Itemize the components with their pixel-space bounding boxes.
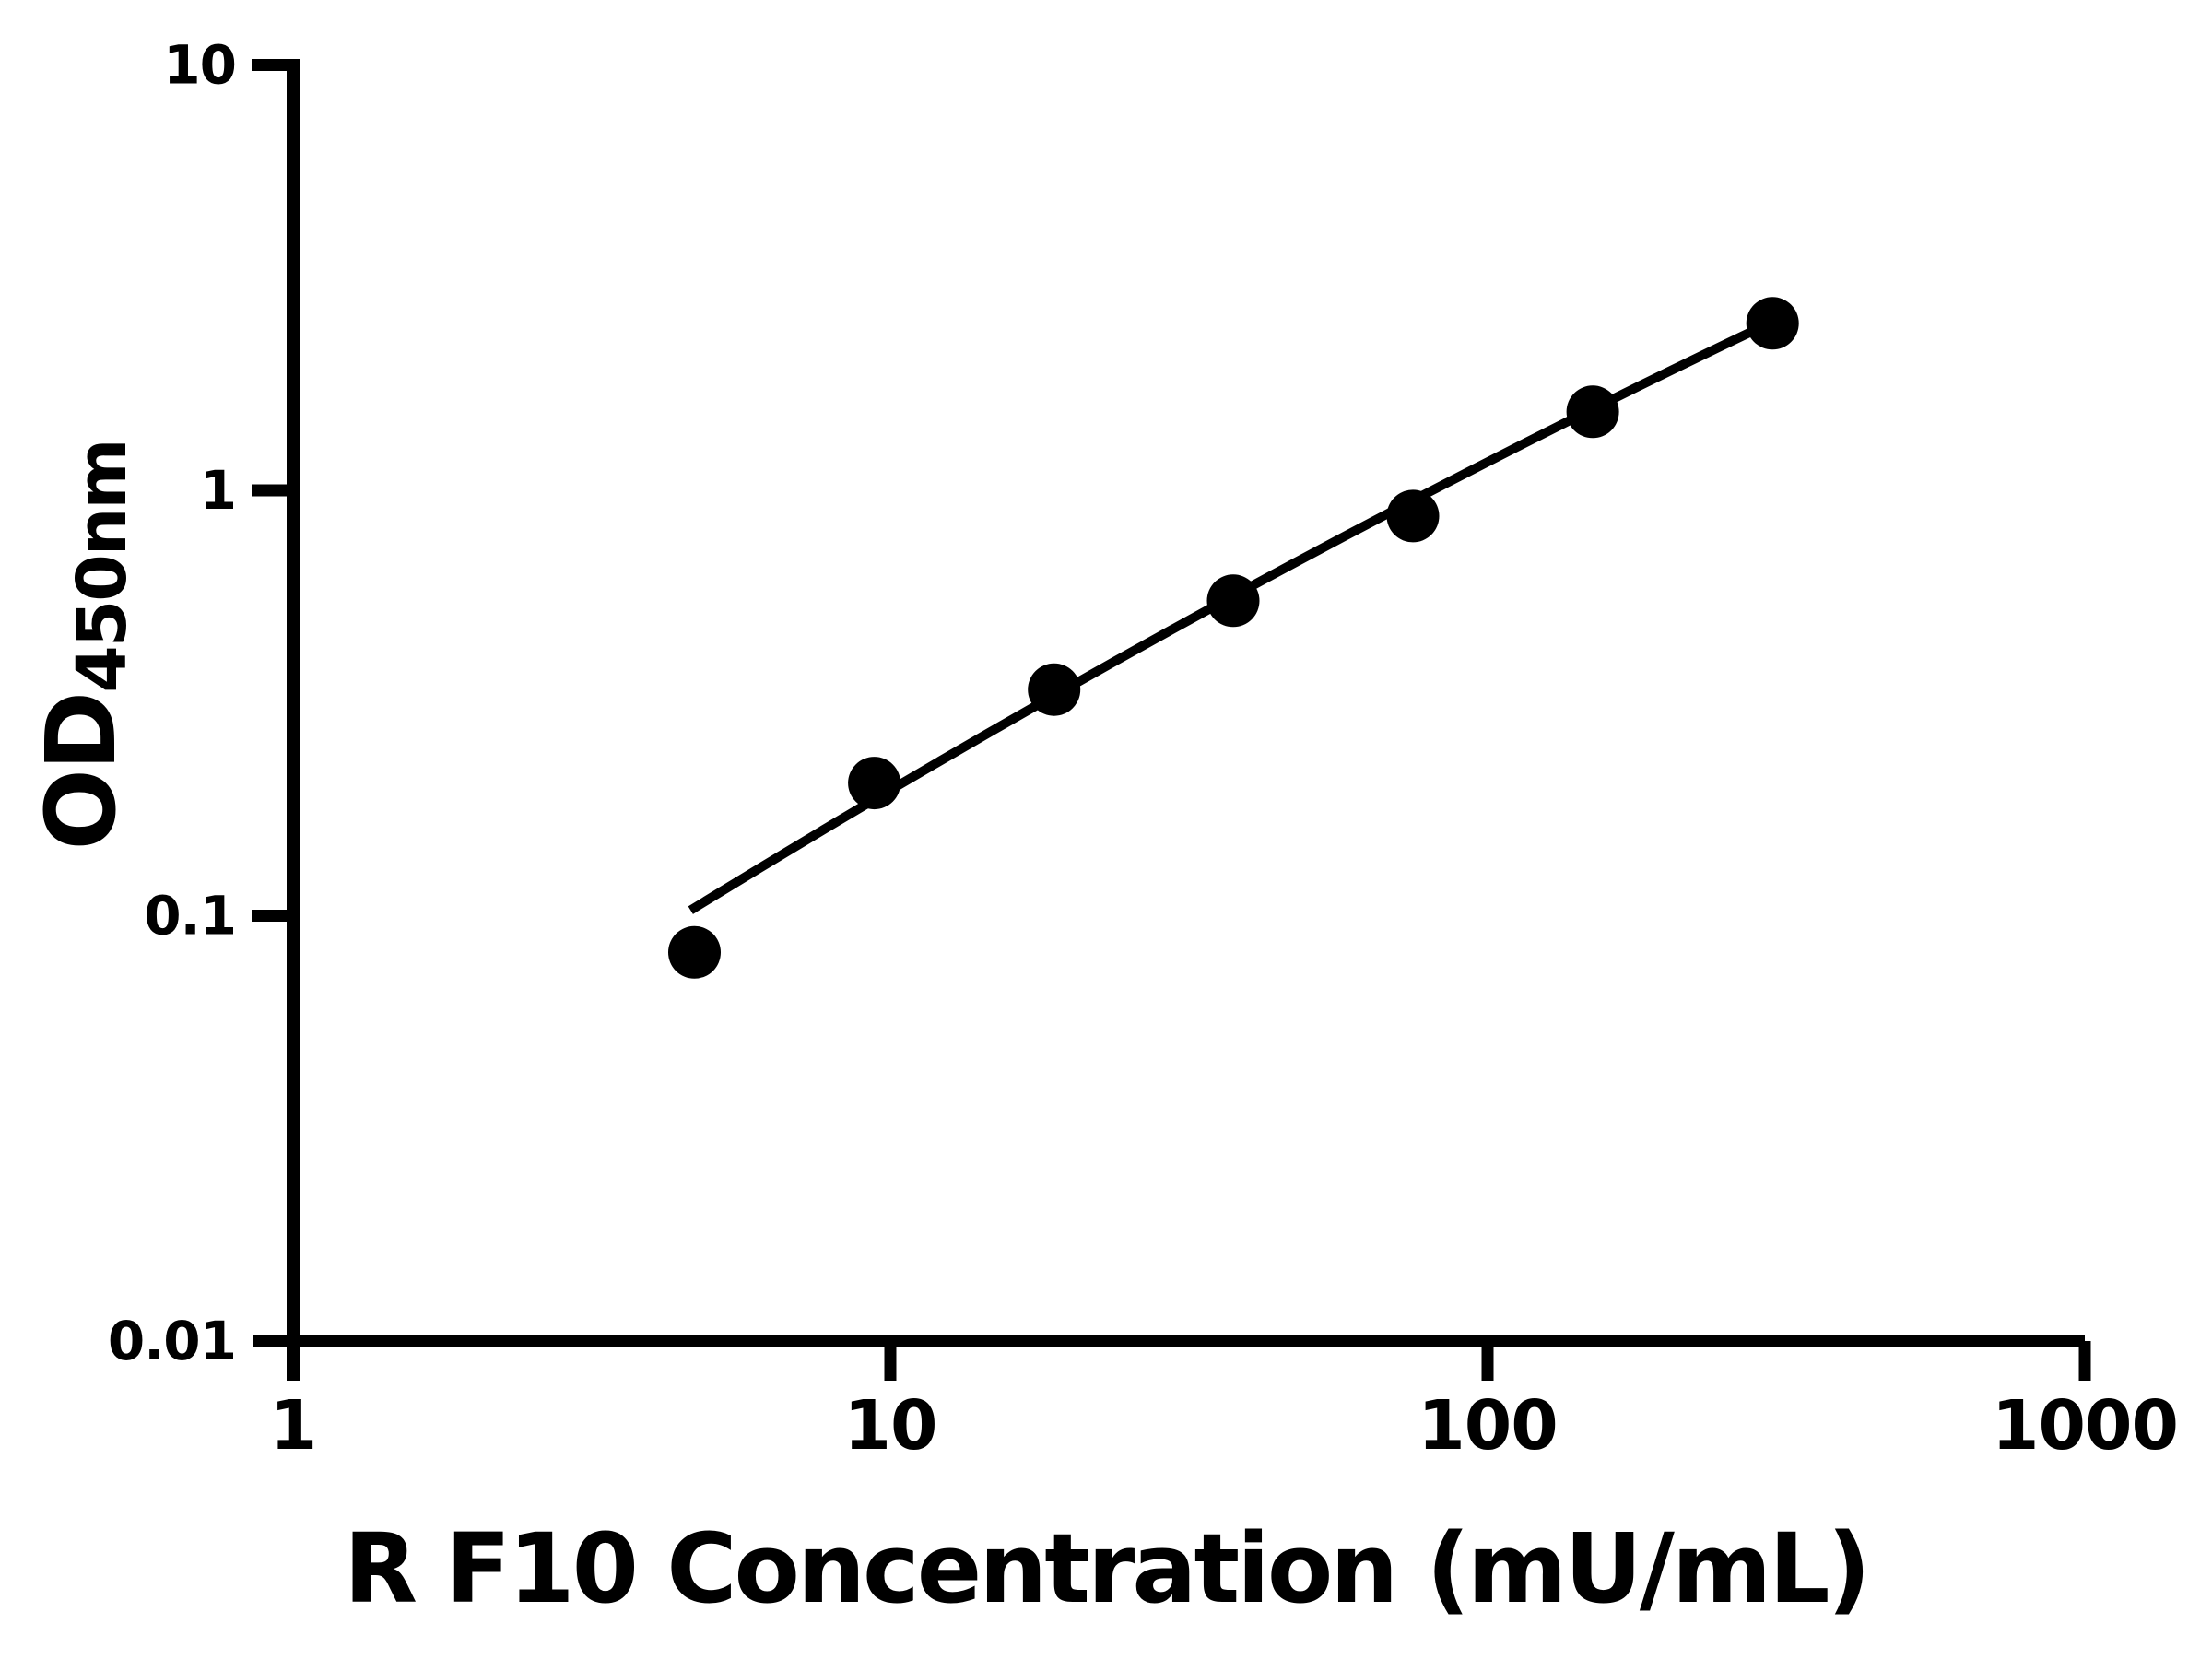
y-tick-label: 0.01 xyxy=(108,1310,236,1372)
data-point xyxy=(1386,489,1440,543)
x-tick-label: 1000 xyxy=(1992,1386,2178,1465)
x-tick-label: 1 xyxy=(270,1386,317,1465)
y-axis-title-base: OD xyxy=(25,692,137,851)
axes-layer xyxy=(252,59,2091,1381)
y-axis-title: OD450nm xyxy=(25,440,142,851)
y-tick-label: 10 xyxy=(163,34,236,97)
data-point xyxy=(848,757,901,810)
tick-labels-layer: 10 1 0.1 0.01 1 10 100 1000 xyxy=(108,34,2179,1466)
data-point xyxy=(1746,297,1799,350)
x-axis-title: R F10 Concentration (mU/mL) xyxy=(343,1512,1871,1625)
data-points-layer xyxy=(668,297,1799,979)
data-point xyxy=(1566,385,1619,439)
y-axis-title-subscript: 450nm xyxy=(63,440,142,693)
x-tick-label: 10 xyxy=(844,1386,937,1465)
data-point xyxy=(1028,663,1081,716)
y-tick-label: 1 xyxy=(200,459,236,522)
y-tick-label: 0.1 xyxy=(144,885,236,947)
data-point xyxy=(668,925,721,979)
x-tick-label: 100 xyxy=(1418,1386,1557,1465)
data-point xyxy=(1206,574,1260,628)
